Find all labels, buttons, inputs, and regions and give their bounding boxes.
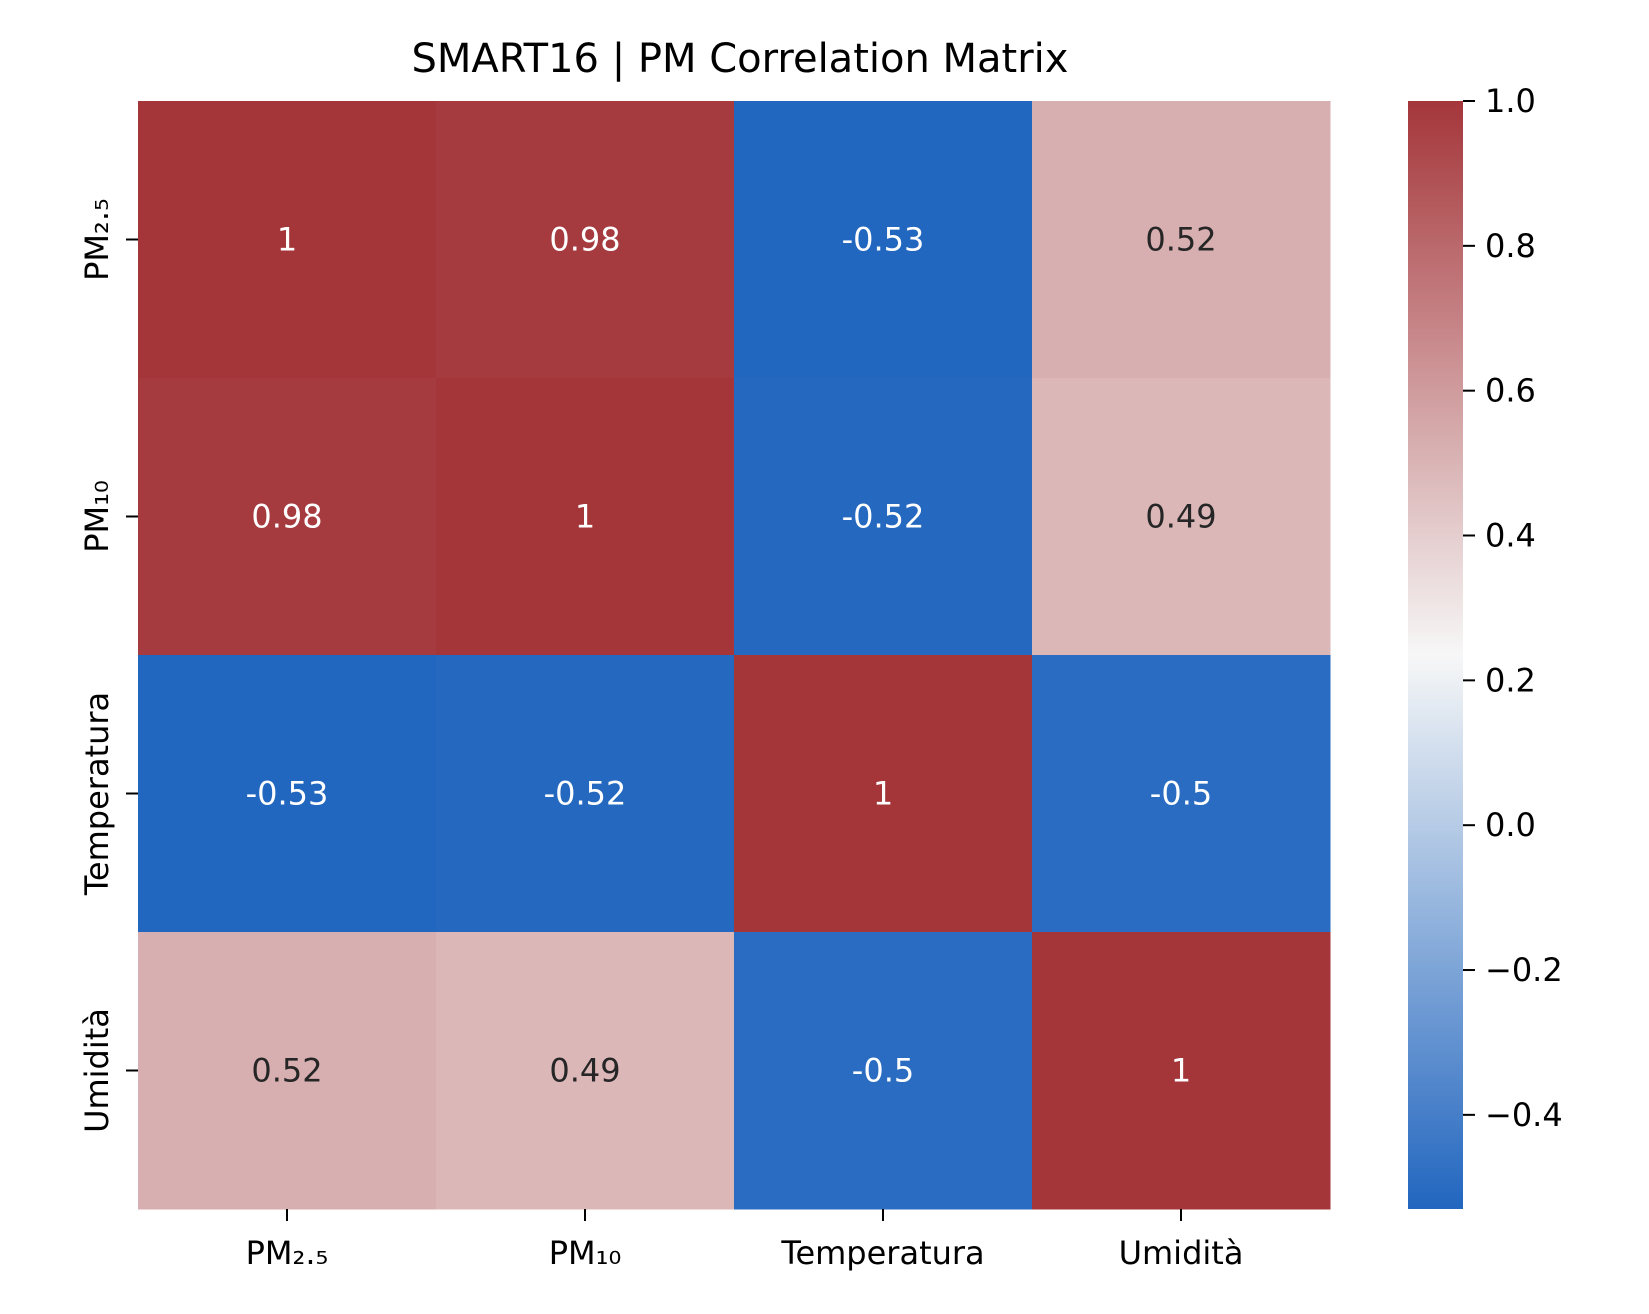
colorbar-tick-label: 0.0 — [1485, 806, 1536, 844]
heatmap-cell — [734, 378, 1033, 656]
x-tick-label: PM₂.₅ — [246, 1234, 329, 1272]
y-axis: PM₂.₅ PM₁₀ Temperatura Umidità — [78, 198, 138, 1133]
heatmap-cell — [138, 101, 437, 379]
y-tick-label: PM₂.₅ — [78, 198, 116, 281]
colorbar-tick-label: −0.4 — [1485, 1096, 1563, 1134]
cell-annotation: 1 — [575, 498, 595, 536]
cell-annotation: -0.53 — [246, 775, 329, 813]
heatmap-cell — [138, 378, 437, 656]
colorbar-gradient — [1408, 101, 1463, 1209]
cell-annotation: 0.49 — [1145, 498, 1216, 536]
cell-annotation: -0.53 — [842, 221, 925, 259]
cell-annotation: -0.52 — [544, 775, 627, 813]
cell-annotation: 1 — [873, 775, 893, 813]
colorbar-tick-label: 0.2 — [1485, 661, 1536, 699]
colorbar-tick-label: 0.4 — [1485, 517, 1536, 555]
x-tick-label: Temperatura — [780, 1234, 984, 1272]
x-tick-label: PM₁₀ — [549, 1234, 622, 1272]
heatmap-cell — [138, 655, 437, 933]
cell-annotation: -0.5 — [852, 1052, 914, 1090]
y-tick-label: PM₁₀ — [78, 480, 116, 553]
heatmap-cell — [436, 655, 735, 933]
heatmap-cell — [138, 932, 437, 1210]
x-tick-label: Umidità — [1119, 1234, 1244, 1272]
heatmap-cell — [1032, 378, 1331, 656]
cell-annotation: 0.49 — [549, 1052, 620, 1090]
colorbar: 1.0 0.8 0.6 0.4 0.2 0.0 −0.2 −0.4 — [1408, 82, 1563, 1209]
colorbar-tick-label: 1.0 — [1485, 82, 1536, 120]
cell-annotation: 0.98 — [251, 498, 322, 536]
chart-title: SMART16 | PM Correlation Matrix — [412, 36, 1069, 82]
heatmap-cell — [734, 101, 1033, 379]
heatmap-cell — [436, 378, 735, 656]
heatmap-cell — [1032, 101, 1331, 379]
y-tick-label: Temperatura — [78, 692, 116, 896]
heatmap-cell — [436, 101, 735, 379]
x-axis: PM₂.₅ PM₁₀ Temperatura Umidità — [246, 1209, 1244, 1272]
cell-annotation: 1 — [1171, 1052, 1191, 1090]
heatmap-cell — [436, 932, 735, 1210]
heatmap-cells: 1 0.98 -0.53 0.52 0.98 1 -0.52 0.49 -0.53 -0.52 1 -… — [138, 101, 1331, 1210]
colorbar-tick-label: −0.2 — [1485, 951, 1563, 989]
cell-annotation: 0.52 — [1145, 221, 1216, 259]
cell-annotation: 1 — [277, 221, 297, 259]
heatmap-cell — [734, 932, 1033, 1210]
colorbar-tick-label: 0.8 — [1485, 227, 1536, 265]
cell-annotation: -0.5 — [1150, 775, 1212, 813]
heatmap-cell — [734, 655, 1033, 933]
colorbar-tick-label: 0.6 — [1485, 372, 1536, 410]
y-tick-label: Umidità — [78, 1008, 116, 1133]
cell-annotation: -0.52 — [842, 498, 925, 536]
heatmap-cell — [1032, 932, 1331, 1210]
cell-annotation: 0.52 — [251, 1052, 322, 1090]
cell-annotation: 0.98 — [549, 221, 620, 259]
heatmap-cell — [1032, 655, 1331, 933]
